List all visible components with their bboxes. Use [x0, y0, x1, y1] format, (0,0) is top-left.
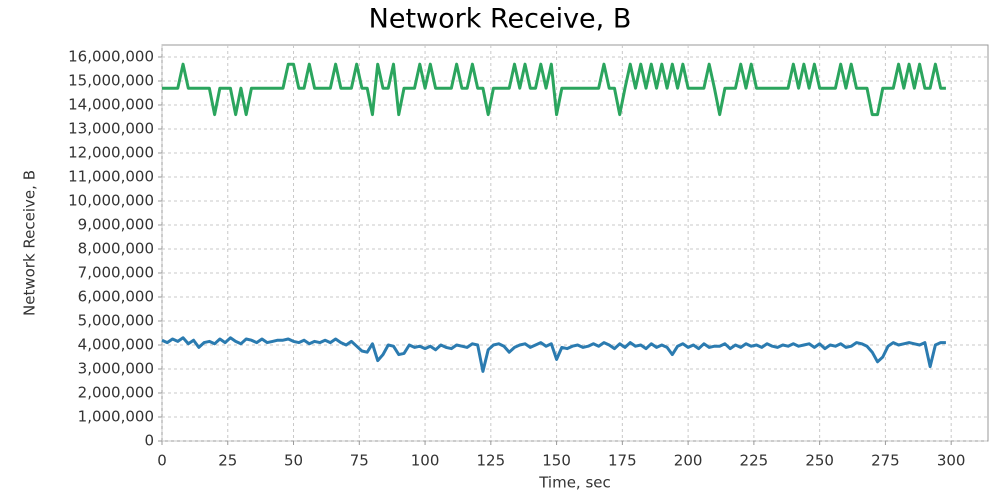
x-tick-label: 125 [477, 452, 506, 470]
x-tick-label: 150 [542, 452, 571, 470]
x-tick-label: 0 [157, 452, 167, 470]
x-axis-label: Time, sec [538, 474, 611, 492]
y-tick-label: 0 [144, 432, 154, 450]
series-line [161, 336, 946, 373]
x-tick-label: 275 [871, 452, 900, 470]
y-tick-label: 10,000,000 [68, 192, 154, 210]
y-tick-label: 11,000,000 [68, 168, 154, 186]
y-tick-label: 15,000,000 [68, 72, 154, 90]
x-tick-label: 250 [805, 452, 834, 470]
plot-area [161, 44, 989, 442]
y-tick-label: 16,000,000 [68, 48, 154, 66]
y-axis-label: Network Receive, B [21, 170, 39, 316]
y-tick-label: 3,000,000 [78, 360, 154, 378]
y-tick-label: 13,000,000 [68, 120, 154, 138]
y-tick-label: 7,000,000 [78, 264, 154, 282]
y-tick-label: 1,000,000 [78, 408, 154, 426]
x-tick-label: 50 [284, 452, 303, 470]
x-tick-label: 25 [218, 452, 237, 470]
x-tick-label: 300 [937, 452, 966, 470]
y-tick-label: 2,000,000 [78, 384, 154, 402]
y-tick-label: 6,000,000 [78, 288, 154, 306]
series-line [162, 62, 946, 117]
x-tick-label: 100 [411, 452, 440, 470]
x-tick-label: 75 [350, 452, 369, 470]
x-tick-label: 225 [740, 452, 769, 470]
y-tick-label: 14,000,000 [68, 96, 154, 114]
y-tick-label: 12,000,000 [68, 144, 154, 162]
y-tick-label: 5,000,000 [78, 312, 154, 330]
y-tick-label: 8,000,000 [78, 240, 154, 258]
x-tick-label: 175 [608, 452, 637, 470]
x-tick-label: 200 [674, 452, 703, 470]
y-tick-label: 4,000,000 [78, 336, 154, 354]
chart-title: Network Receive, B [369, 4, 632, 35]
y-tick-label: 9,000,000 [78, 216, 154, 234]
